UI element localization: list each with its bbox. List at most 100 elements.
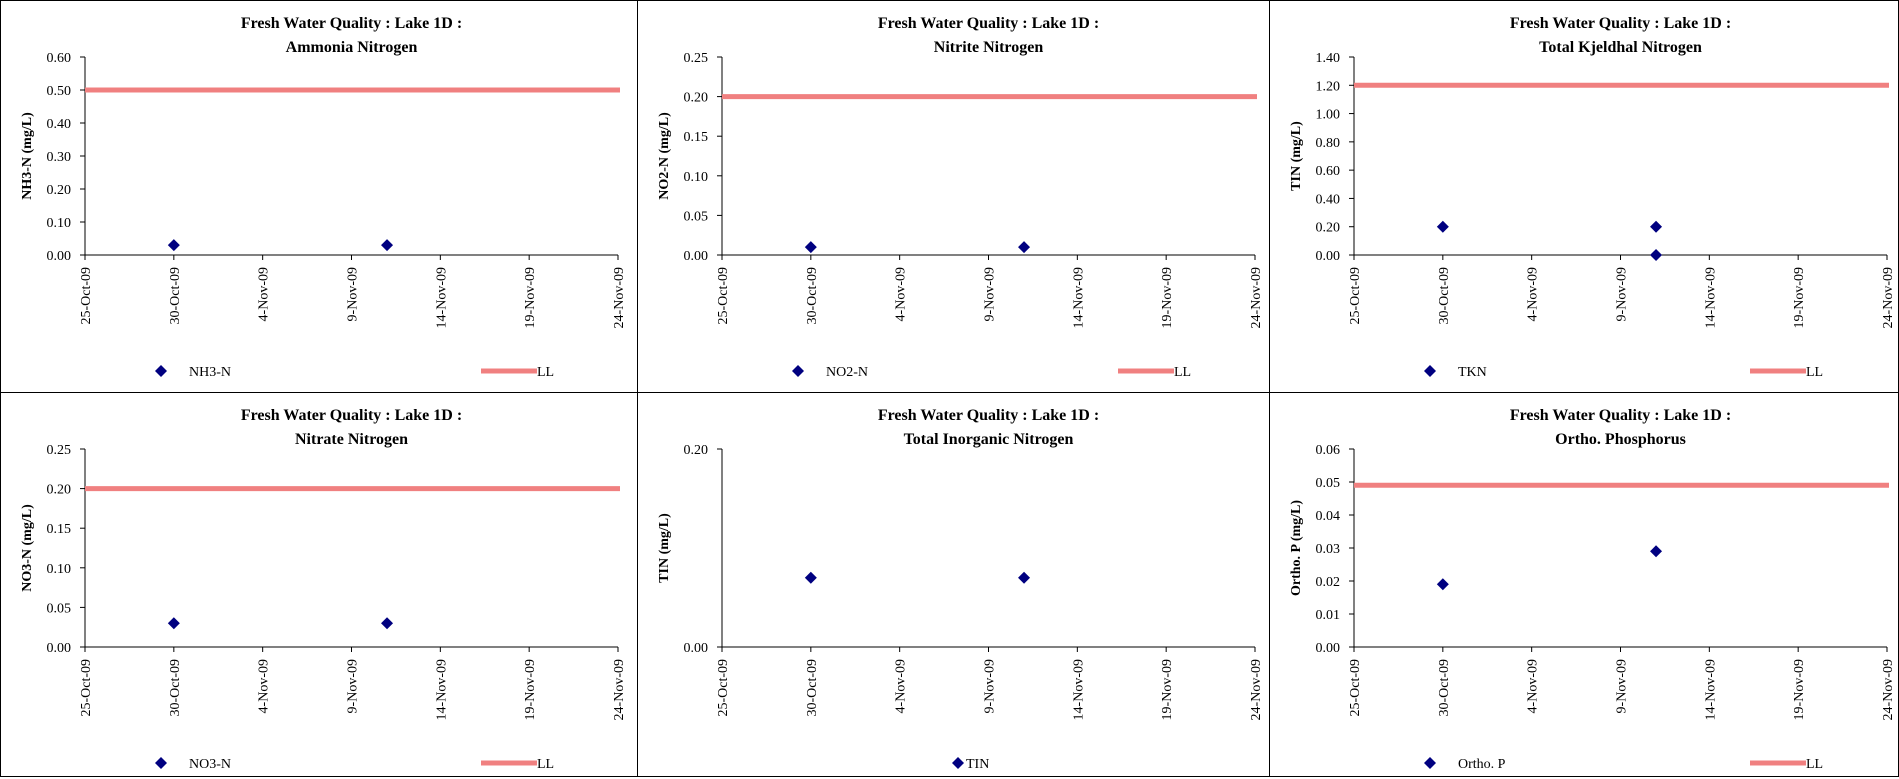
x-tick-label: 25-Oct-09	[1348, 267, 1363, 325]
legend-label: LL	[537, 757, 554, 772]
x-tick-label: 19-Nov-09	[1792, 659, 1807, 720]
chart-title: Fresh Water Quality : Lake 1D :	[1510, 15, 1731, 32]
y-tick-label: 0.60	[1316, 164, 1341, 179]
y-axis-label: Ortho. P (mg/L)	[1289, 500, 1304, 596]
x-tick-label: 24-Nov-09	[1249, 267, 1264, 328]
x-tick-label: 9-Nov-09	[346, 659, 361, 713]
y-axis-label: NO3-N (mg/L)	[20, 504, 35, 592]
x-tick-label: 4-Nov-09	[1526, 659, 1541, 713]
y-tick-label: 0.03	[1316, 542, 1341, 557]
y-tick-label: 0.20	[684, 91, 709, 106]
x-tick-label: 24-Nov-09	[1881, 267, 1896, 328]
x-tick-label: 14-Nov-09	[434, 267, 449, 328]
chart-title: Fresh Water Quality : Lake 1D :	[1510, 407, 1731, 424]
data-point	[1018, 571, 1031, 584]
chart-subtitle: Nitrite Nitrogen	[934, 39, 1044, 56]
y-tick-label: 0.04	[1316, 509, 1341, 524]
x-tick-label: 24-Nov-09	[1881, 659, 1896, 720]
data-point	[804, 571, 817, 584]
chart-panel: Fresh Water Quality : Lake 1D : Nitrate N…	[0, 392, 638, 777]
y-tick-label: 0.40	[1316, 192, 1341, 207]
y-tick-label: 0.20	[1316, 221, 1341, 236]
data-point	[1650, 249, 1663, 261]
legend-label: Ortho. P	[1458, 757, 1506, 772]
y-tick-label: 0.10	[47, 216, 72, 231]
chart-subtitle: Nitrate Nitrogen	[295, 431, 408, 448]
legend-marker-swatch	[1424, 365, 1436, 377]
x-tick-label: 14-Nov-09	[1703, 267, 1718, 328]
x-tick-label: 14-Nov-09	[1071, 659, 1086, 720]
x-tick-label: 4-Nov-09	[894, 659, 909, 713]
chart-panel: Fresh Water Quality : Lake 1D : Total Ino…	[637, 392, 1270, 777]
data-point	[381, 617, 394, 630]
y-axis-label: NH3-N (mg/L)	[20, 112, 35, 200]
x-tick-label: 24-Nov-09	[612, 659, 627, 720]
y-tick-label: 0.05	[1316, 476, 1341, 491]
chart-svg: Fresh Water Quality : Lake 1D : Total Ino…	[657, 407, 1264, 772]
y-tick-label: 0.20	[47, 183, 72, 198]
data-point	[1018, 241, 1031, 254]
x-tick-label: 19-Nov-09	[1160, 659, 1175, 720]
x-tick-label: 14-Nov-09	[434, 659, 449, 720]
chart-svg: Fresh Water Quality : Lake 1D : Nitrate N…	[20, 407, 627, 772]
y-tick-label: 0.10	[47, 562, 72, 577]
y-tick-label: 0.00	[47, 641, 72, 656]
y-axis-label: NO2-N (mg/L)	[657, 112, 672, 200]
y-tick-label: 0.02	[1316, 575, 1341, 590]
y-tick-label: 0.25	[47, 443, 72, 458]
data-point	[381, 239, 394, 252]
x-tick-label: 4-Nov-09	[257, 267, 272, 321]
y-tick-label: 0.50	[47, 84, 72, 99]
chart-subtitle: Total Kjeldhal Nitrogen	[1539, 39, 1702, 56]
x-tick-label: 9-Nov-09	[1615, 659, 1630, 713]
legend-label: LL	[1174, 365, 1191, 380]
data-point	[1436, 578, 1449, 591]
legend-marker-swatch	[1424, 757, 1436, 769]
legend-label: LL	[1806, 365, 1823, 380]
y-tick-label: 0.20	[47, 483, 72, 498]
x-tick-label: 4-Nov-09	[257, 659, 272, 713]
chart-subtitle: Total Inorganic Nitrogen	[904, 431, 1074, 448]
x-tick-label: 19-Nov-09	[1160, 267, 1175, 328]
y-tick-label: 0.01	[1316, 608, 1341, 623]
y-tick-label: 0.25	[684, 51, 709, 66]
x-tick-label: 9-Nov-09	[983, 267, 998, 321]
chart-title: Fresh Water Quality : Lake 1D :	[241, 15, 462, 32]
y-tick-label: 0.00	[684, 249, 709, 264]
x-tick-label: 4-Nov-09	[894, 267, 909, 321]
data-point	[804, 241, 817, 254]
x-tick-label: 25-Oct-09	[1348, 659, 1363, 717]
x-tick-label: 25-Oct-09	[79, 659, 94, 717]
y-tick-label: 1.20	[1316, 79, 1341, 94]
x-tick-label: 24-Nov-09	[612, 267, 627, 328]
data-point	[1650, 220, 1663, 233]
x-tick-label: 24-Nov-09	[1249, 659, 1264, 720]
chart-panel: Fresh Water Quality : Lake 1D : Ortho. Ph…	[1269, 392, 1899, 777]
x-tick-label: 30-Oct-09	[168, 267, 183, 325]
chart-panel: Fresh Water Quality : Lake 1D : Ammonia N…	[0, 0, 638, 393]
legend-label: TKN	[1458, 365, 1487, 380]
chart-svg: Fresh Water Quality : Lake 1D : Ortho. Ph…	[1289, 407, 1896, 772]
x-tick-label: 9-Nov-09	[346, 267, 361, 321]
chart-svg: Fresh Water Quality : Lake 1D : Total Kje…	[1289, 15, 1896, 380]
y-tick-label: 0.40	[47, 117, 72, 132]
data-point	[1436, 220, 1449, 233]
legend-label: NH3-N	[189, 365, 231, 380]
x-tick-label: 25-Oct-09	[79, 267, 94, 325]
chart-subtitle: Ammonia Nitrogen	[286, 39, 418, 56]
x-tick-label: 30-Oct-09	[805, 659, 820, 717]
y-tick-label: 0.15	[684, 130, 709, 145]
y-tick-label: 0.00	[684, 641, 709, 656]
x-tick-label: 19-Nov-09	[523, 659, 538, 720]
data-point	[167, 239, 180, 252]
y-tick-label: 0.06	[1316, 443, 1341, 458]
legend-label: TIN	[966, 757, 989, 772]
x-tick-label: 19-Nov-09	[1792, 267, 1807, 328]
legend-label: NO3-N	[189, 757, 231, 772]
x-tick-label: 25-Oct-09	[716, 659, 731, 717]
y-tick-label: 0.05	[47, 601, 72, 616]
y-tick-label: 0.05	[684, 209, 709, 224]
legend-label: NO2-N	[826, 365, 868, 380]
legend-label: LL	[1806, 757, 1823, 772]
